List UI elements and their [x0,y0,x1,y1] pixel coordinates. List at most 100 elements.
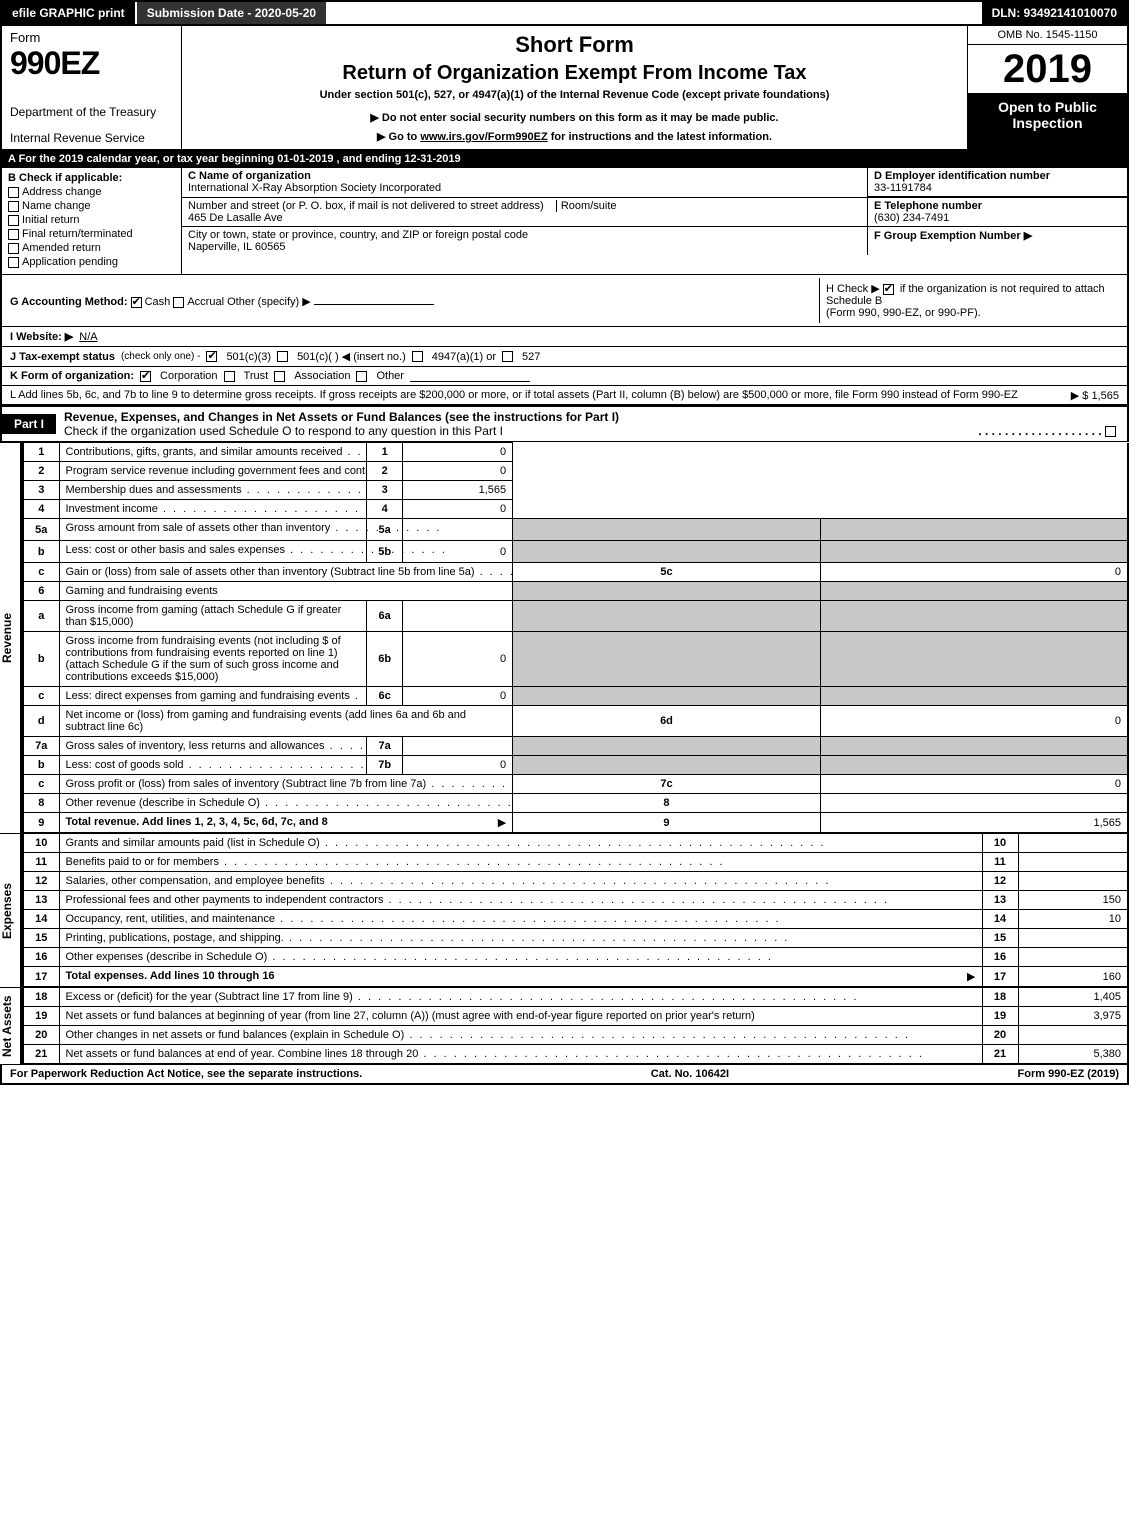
footer-catno: Cat. No. 10642I [651,1068,729,1080]
row-6d: dNet income or (loss) from gaming and fu… [23,706,1128,737]
chk-final-return[interactable]: Final return/terminated [8,228,175,240]
page-footer: For Paperwork Reduction Act Notice, see … [0,1064,1129,1085]
submission-date-label: Submission Date - 2020-05-20 [137,2,328,24]
expenses-grid: Expenses 10Grants and similar amounts pa… [0,833,1129,987]
e-phone-cell: E Telephone number (630) 234-7491 [867,198,1127,226]
row-15: 15Printing, publications, postage, and s… [23,929,1128,948]
d-ein-label: D Employer identification number [874,170,1121,182]
topbar-spacer [328,2,981,24]
row-18: 18Excess or (deficit) for the year (Subt… [23,988,1128,1007]
row-8: 8Other revenue (describe in Schedule O)8 [23,794,1128,813]
omb-number: OMB No. 1545-1150 [968,26,1127,45]
j-label: J Tax-exempt status [10,351,115,363]
open-inspection: Open to Public Inspection [968,93,1127,149]
chk-other-org[interactable] [356,371,367,382]
footer-paperwork: For Paperwork Reduction Act Notice, see … [10,1068,362,1080]
form-header: Form 990EZ Department of the Treasury In… [0,26,1129,151]
row-12: 12Salaries, other compensation, and empl… [23,872,1128,891]
row-3: 3Membership dues and assessments31,565 [23,481,1128,500]
row-2: 2Program service revenue including gover… [23,462,1128,481]
line-j-status: J Tax-exempt status (check only one) - 5… [0,347,1129,367]
tax-year: 2019 [968,45,1127,93]
chk-address-change[interactable]: Address change [8,186,175,198]
chk-schedule-o[interactable] [1105,426,1116,437]
footer-formno: Form 990-EZ (2019) [1018,1068,1119,1080]
col-de: D Employer identification number 33-1191… [867,168,1127,197]
row-6: 6Gaming and fundraising events [23,582,1128,601]
website-value: N/A [79,331,97,343]
chk-association[interactable] [274,371,285,382]
irs-link[interactable]: www.irs.gov/Form990EZ [420,131,547,143]
row-11: 11Benefits paid to or for members11 [23,853,1128,872]
l-text: L Add lines 5b, 6c, and 7b to line 9 to … [10,389,1018,401]
chk-amended-return[interactable]: Amended return [8,242,175,254]
under-section: Under section 501(c), 527, or 4947(a)(1)… [192,89,957,101]
line-g-h: G Accounting Method: Cash Accrual Other … [0,275,1129,327]
row-7a: 7aGross sales of inventory, less returns… [23,737,1128,756]
line-i-website: I Website: ▶ N/A [0,327,1129,347]
row-9: 9Total revenue. Add lines 1, 2, 3, 4, 5c… [23,813,1128,833]
row-17: 17Total expenses. Add lines 10 through 1… [23,967,1128,987]
part1-tag: Part I [2,414,56,434]
row-6c: cLess: direct expenses from gaming and f… [23,687,1128,706]
phone-value: (630) 234-7491 [874,212,1121,224]
d-ein-cell: D Employer identification number 33-1191… [868,168,1127,197]
col-b-checkboxes: B Check if applicable: Address change Na… [2,168,182,274]
row-4: 4Investment income40 [23,500,1128,519]
c-name-label: C Name of organization [188,170,861,182]
org-name: International X-Ray Absorption Society I… [188,182,861,194]
col-c-org: C Name of organization International X-R… [182,168,1127,274]
chk-accrual[interactable] [173,297,184,308]
k-label: K Form of organization: [10,370,134,382]
vlabel-netassets: Net Assets [0,987,22,1064]
row-1: 1Contributions, gifts, grants, and simil… [23,443,1128,462]
line-l-gross: L Add lines 5b, 6c, and 7b to line 9 to … [0,386,1129,405]
chk-corporation[interactable] [140,371,151,382]
vlabel-revenue: Revenue [0,442,22,833]
top-bar: efile GRAPHIC print Submission Date - 20… [0,0,1129,26]
form-number: 990EZ [10,45,173,82]
g-label: G Accounting Method: [10,296,128,308]
chk-527[interactable] [502,351,513,362]
row-5a: 5aGross amount from sale of assets other… [23,519,1128,541]
chk-cash[interactable] [131,297,142,308]
row-5b: bLess: cost or other basis and sales exp… [23,541,1128,563]
e-phone-label: E Telephone number [874,200,1121,212]
row-6b: bGross income from fundraising events (n… [23,632,1128,687]
vlabel-expenses: Expenses [0,833,22,987]
part1-title: Revenue, Expenses, and Changes in Net As… [56,407,1127,441]
chk-501c3[interactable] [206,351,217,362]
row-20: 20Other changes in net assets or fund ba… [23,1026,1128,1045]
chk-name-change[interactable]: Name change [8,200,175,212]
chk-application-pending[interactable]: Application pending [8,256,175,268]
part1-header: Part I Revenue, Expenses, and Changes in… [0,405,1129,442]
row-a-tax-year: A For the 2019 calendar year, or tax yea… [0,151,1129,168]
goto-pre: ▶ Go to [377,131,420,143]
revenue-table: 1Contributions, gifts, grants, and simil… [22,442,1129,833]
row-5c: cGain or (loss) from sale of assets othe… [23,563,1128,582]
row-19: 19Net assets or fund balances at beginni… [23,1007,1128,1026]
ssn-warning: ▶ Do not enter social security numbers o… [192,111,957,124]
row-10: 10Grants and similar amounts paid (list … [23,834,1128,853]
form-word: Form [10,30,173,45]
chk-initial-return[interactable]: Initial return [8,214,175,226]
chk-trust[interactable] [224,371,235,382]
dept-treasury: Department of the Treasury [10,105,173,119]
chk-4947[interactable] [412,351,423,362]
row-14: 14Occupancy, rent, utilities, and mainte… [23,910,1128,929]
f-group-cell: F Group Exemption Number ▶ [867,227,1127,255]
goto-instructions: ▶ Go to www.irs.gov/Form990EZ for instru… [192,130,957,143]
expenses-table: 10Grants and similar amounts paid (list … [22,833,1129,987]
org-info-block: B Check if applicable: Address change Na… [0,168,1129,275]
dept-irs: Internal Revenue Service [10,131,173,145]
dln-label: DLN: 93492141010070 [982,2,1127,24]
row-16: 16Other expenses (describe in Schedule O… [23,948,1128,967]
chk-h[interactable] [883,284,894,295]
short-form-title: Short Form [192,32,957,58]
org-city: Naperville, IL 60565 [188,241,861,253]
header-center: Short Form Return of Organization Exempt… [182,26,967,149]
efile-print-button[interactable]: efile GRAPHIC print [2,2,137,24]
f-group-label: F Group Exemption Number ▶ [874,230,1032,242]
line-k-orgform: K Form of organization: Corporation Trus… [0,367,1129,386]
chk-501c[interactable] [277,351,288,362]
